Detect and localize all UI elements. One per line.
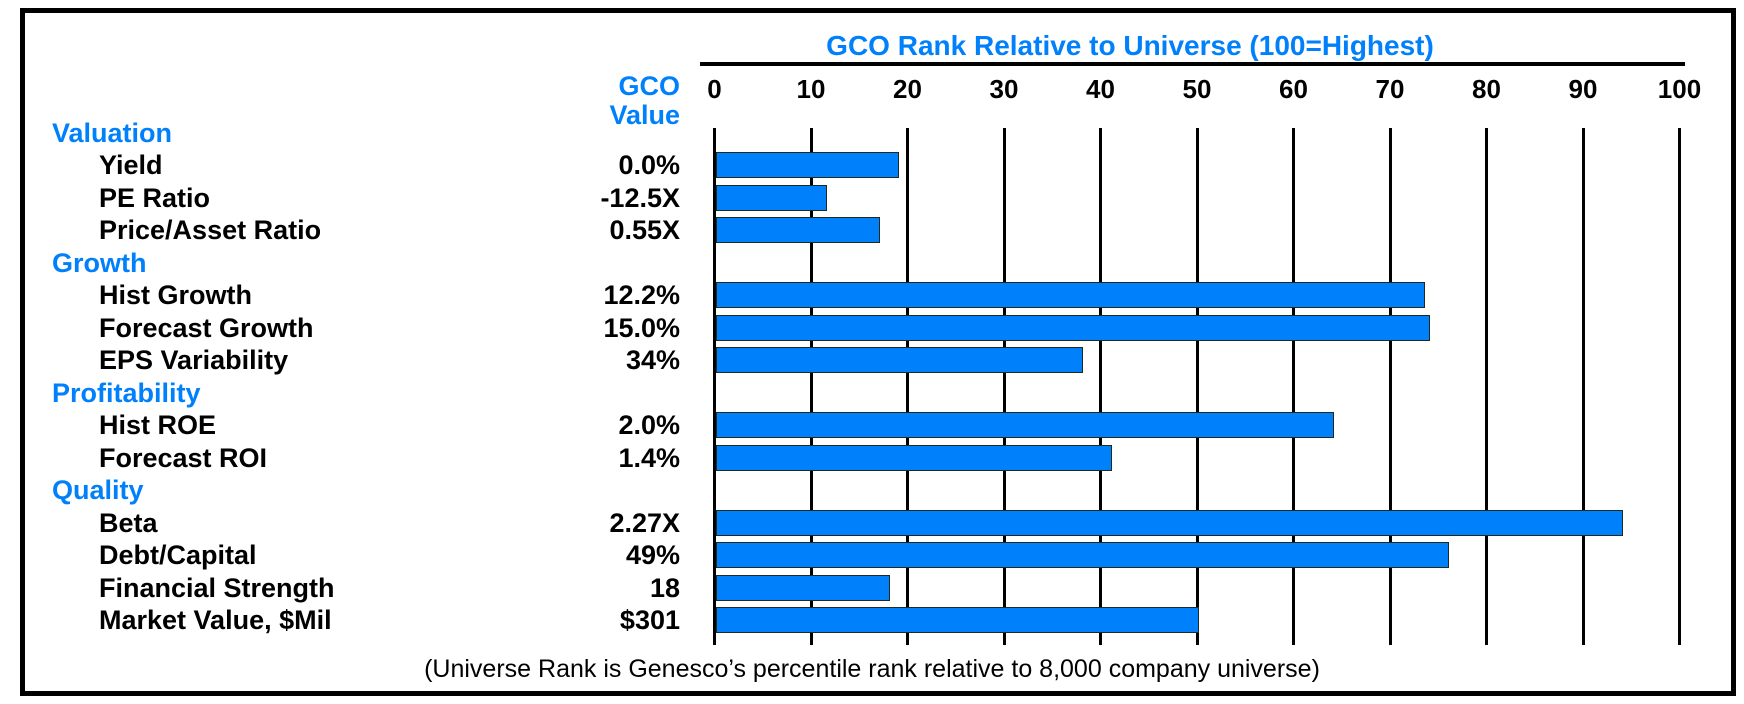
bar-hist-growth	[716, 282, 1426, 308]
bar-yield	[716, 152, 900, 178]
gridline-0	[713, 128, 716, 645]
row-label-hist-roe: Hist ROE	[99, 410, 217, 440]
gco-value-financial-strength: 18	[649, 572, 680, 603]
row-label-eps-variability: EPS Variability	[99, 345, 289, 375]
row-label-forecast-roi: Forecast ROI	[99, 442, 268, 473]
gridline-70	[1388, 128, 1392, 645]
bar-forecast-roi	[716, 444, 1112, 471]
gco-value-header-line1: GCO	[618, 71, 680, 101]
gridline-100	[1678, 128, 1681, 645]
gco-value-forecast-roi: 1.4%	[618, 442, 680, 473]
gco-value-column-header: GCO Value	[440, 72, 680, 130]
x-tick-label-60: 60	[1279, 74, 1308, 104]
x-tick-label-100: 100	[1657, 74, 1702, 104]
x-tick-label-20: 20	[893, 74, 922, 104]
gco-value-yield: 0.0%	[618, 150, 680, 180]
bar-financial-strength	[716, 574, 890, 601]
bar-debt-capital	[716, 542, 1450, 568]
chart-outer-frame	[20, 8, 1736, 696]
x-tick-label-80: 80	[1472, 74, 1501, 104]
x-tick-label-90: 90	[1568, 74, 1598, 104]
gridline-20	[906, 128, 909, 645]
x-tick-label-10: 10	[796, 74, 826, 104]
x-tick-label-50: 50	[1182, 74, 1212, 104]
row-label-price-asset-ratio: Price/Asset Ratio	[99, 215, 322, 245]
bar-market-value-mil	[716, 607, 1199, 633]
row-label-debt-capital: Debt/Capital	[99, 540, 257, 570]
gridline-50	[1195, 128, 1199, 645]
gco-value-debt-capital: 49%	[625, 540, 680, 570]
bar-eps-variability	[716, 347, 1083, 373]
bar-beta	[716, 509, 1624, 536]
row-label-market-value-mil: Market Value, $Mil	[99, 605, 332, 635]
bar-forecast-growth	[716, 314, 1431, 341]
gco-value-hist-growth: 12.2%	[603, 280, 680, 310]
bar-price-asset-ratio	[716, 217, 881, 243]
gco-value-hist-roe: 2.0%	[618, 410, 680, 440]
x-tick-label-70: 70	[1375, 74, 1405, 104]
row-label-hist-growth: Hist Growth	[99, 280, 252, 310]
gridline-10	[809, 128, 813, 645]
gco-value-forecast-growth: 15.0%	[603, 312, 680, 343]
gco-value-eps-variability: 34%	[625, 345, 680, 375]
section-label-quality: Quality	[52, 475, 144, 505]
chart-title: GCO Rank Relative to Universe (100=Highe…	[826, 30, 1434, 61]
gridline-40	[1099, 128, 1102, 645]
bar-pe-ratio	[716, 184, 827, 211]
row-label-beta: Beta	[99, 507, 158, 538]
section-label-profitability: Profitability	[52, 377, 201, 408]
gridline-90	[1581, 128, 1585, 645]
gridline-60	[1292, 128, 1295, 645]
gridline-80	[1485, 128, 1488, 645]
gridline-30	[1002, 128, 1006, 645]
gco-value-price-asset-ratio: 0.55X	[609, 215, 680, 245]
row-label-yield: Yield	[99, 150, 163, 180]
bar-hist-roe	[716, 412, 1334, 438]
gco-value-beta: 2.27X	[609, 507, 680, 538]
x-tick-label-0: 0	[707, 74, 722, 104]
gco-value-market-value-mil: $301	[619, 605, 680, 635]
gco-value-header-line2: Value	[609, 100, 680, 130]
row-label-financial-strength: Financial Strength	[99, 572, 335, 603]
x-axis-line	[700, 62, 1685, 66]
x-tick-label-30: 30	[989, 74, 1019, 104]
gco-value-pe-ratio: -12.5X	[600, 182, 680, 213]
footnote: (Universe Rank is Genesco’s percentile r…	[424, 655, 1320, 683]
section-label-valuation: Valuation	[52, 117, 173, 148]
row-label-forecast-growth: Forecast Growth	[99, 312, 314, 343]
row-label-pe-ratio: PE Ratio	[99, 182, 211, 213]
x-tick-label-40: 40	[1086, 74, 1115, 104]
section-label-growth: Growth	[52, 247, 147, 278]
